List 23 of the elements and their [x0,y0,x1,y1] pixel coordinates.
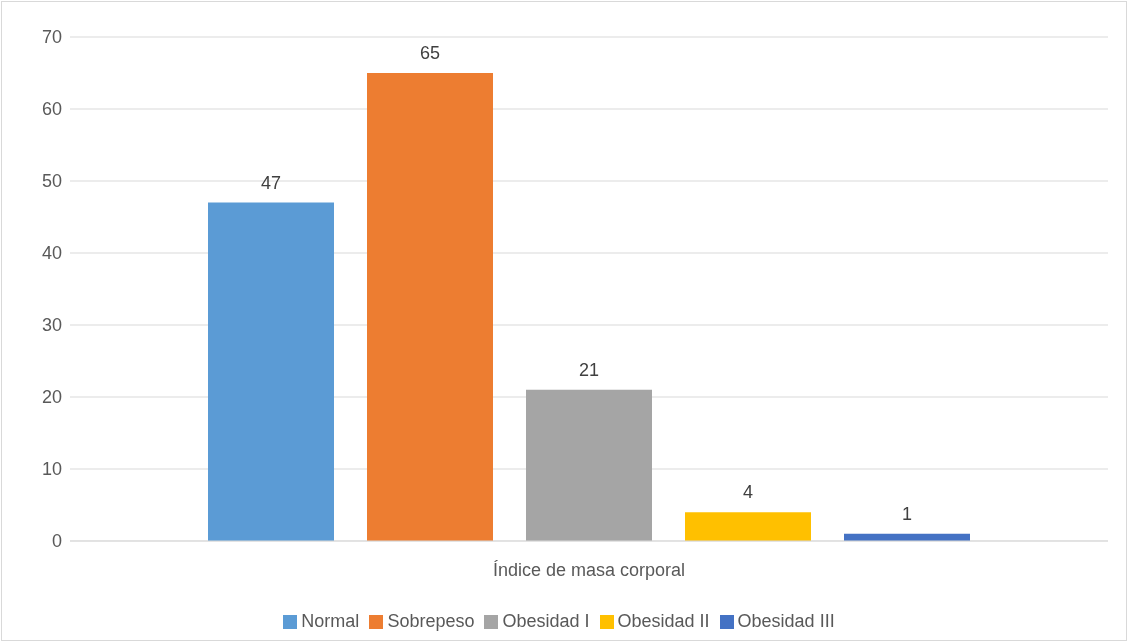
data-label: 65 [419,43,441,63]
data-label: 21 [578,359,600,380]
y-tick-label: 60 [41,99,62,120]
y-tick-label: 0 [51,531,62,552]
legend-label: Obesidad II [617,611,710,631]
legend-label: Obesidad I [502,611,590,631]
y-tick-label: 70 [41,27,62,48]
y-tick-label: 30 [41,315,62,336]
bar [208,202,334,541]
y-tick-label: 50 [41,171,62,192]
legend-label: Normal [301,611,360,631]
legend-label: Sobrepeso [387,611,475,631]
data-label: 47 [260,172,282,193]
data-label: 4 [742,482,754,503]
bar [367,73,493,541]
bar [685,512,811,541]
y-tick-label: 40 [41,243,62,264]
y-tick-label: 10 [41,459,62,480]
bar [526,389,652,541]
x-tick-label: Índice de masa corporal [492,559,686,580]
data-label: 1 [901,503,913,524]
y-tick-label: 20 [41,387,62,408]
legend-label: Obesidad III [737,611,835,631]
